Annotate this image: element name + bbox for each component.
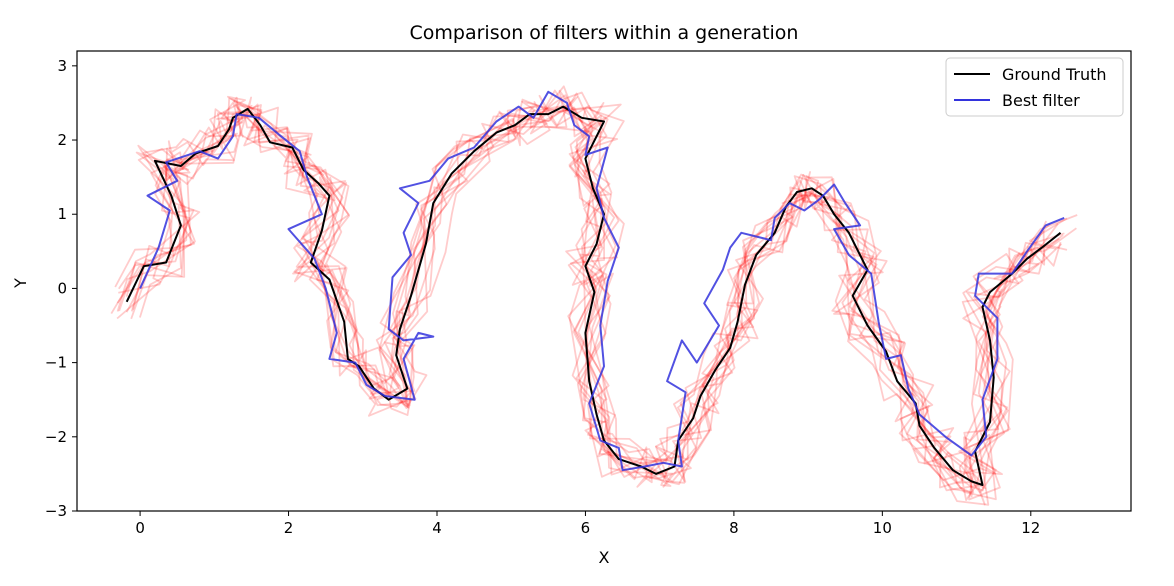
x-axis-label: X: [599, 548, 610, 567]
filter-population-line: [110, 89, 1064, 481]
x-axis: 0 2 4 6 8 10 12: [135, 511, 1040, 537]
legend: Ground Truth Best filter: [945, 57, 1124, 117]
series-layer: [125, 90, 1065, 486]
filter-population-line: [125, 91, 1056, 492]
legend-label-best-filter: Best filter: [1002, 91, 1080, 110]
best-filter-line: [139, 90, 1065, 472]
filter-population-line: [130, 100, 1048, 489]
plot-area: [110, 85, 1078, 506]
filter-population-line: [125, 95, 1046, 490]
filter-population-line: [118, 104, 1060, 506]
x-tick-label: 6: [581, 519, 591, 537]
y-axis: −3 −2 −1 0 1 2 3: [45, 57, 77, 520]
chart-title: Comparison of filters within a generatio…: [410, 22, 799, 44]
y-axis-label: Y: [11, 278, 30, 289]
filter-population-line: [118, 89, 1062, 489]
filter-population-line: [114, 103, 1065, 494]
y-tick-label: −2: [45, 428, 67, 446]
x-tick-label: 4: [432, 519, 442, 537]
legend-label-ground-truth: Ground Truth: [1002, 65, 1107, 84]
filter-population-line: [116, 85, 1078, 501]
y-tick-label: 2: [57, 131, 67, 149]
y-tick-label: 1: [57, 205, 67, 223]
y-tick-label: −3: [45, 502, 67, 520]
y-tick-label: −1: [45, 354, 67, 372]
y-tick-label: 0: [57, 279, 67, 297]
x-tick-label: 10: [873, 519, 892, 537]
y-tick-label: 3: [57, 57, 67, 75]
legend-box: [945, 57, 1124, 117]
filter-population-line: [132, 102, 1052, 501]
x-tick-label: 8: [729, 519, 739, 537]
filter-population-line: [116, 94, 1077, 506]
x-tick-label: 12: [1021, 519, 1040, 537]
x-tick-label: 2: [284, 519, 294, 537]
filter-population-line: [118, 92, 1068, 501]
filter-population-line: [139, 94, 1068, 475]
x-tick-label: 0: [135, 519, 145, 537]
plot-frame: [76, 50, 1132, 512]
